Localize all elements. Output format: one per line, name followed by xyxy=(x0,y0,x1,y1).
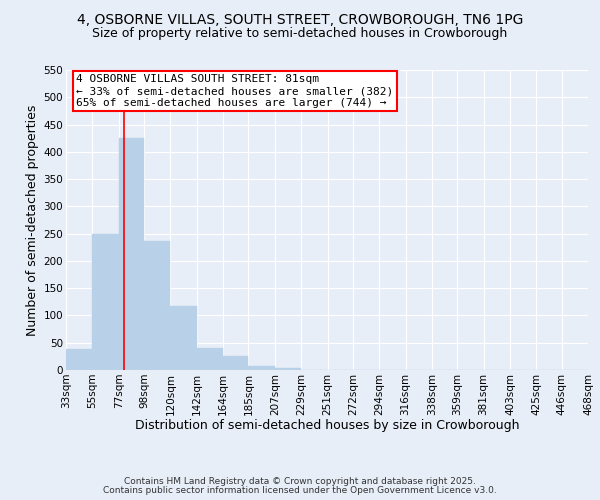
Bar xyxy=(66,350,92,370)
Bar xyxy=(144,240,170,370)
Bar xyxy=(275,368,301,370)
Bar xyxy=(170,306,197,370)
Bar xyxy=(197,348,223,370)
Text: Size of property relative to semi-detached houses in Crowborough: Size of property relative to semi-detach… xyxy=(92,28,508,40)
Bar xyxy=(223,356,248,370)
Bar xyxy=(119,138,144,370)
Text: 4, OSBORNE VILLAS, SOUTH STREET, CROWBOROUGH, TN6 1PG: 4, OSBORNE VILLAS, SOUTH STREET, CROWBOR… xyxy=(77,12,523,26)
Bar xyxy=(92,234,119,370)
Text: Contains HM Land Registry data © Crown copyright and database right 2025.: Contains HM Land Registry data © Crown c… xyxy=(124,477,476,486)
X-axis label: Distribution of semi-detached houses by size in Crowborough: Distribution of semi-detached houses by … xyxy=(135,419,519,432)
Y-axis label: Number of semi-detached properties: Number of semi-detached properties xyxy=(26,104,40,336)
Bar xyxy=(248,366,275,370)
Text: Contains public sector information licensed under the Open Government Licence v3: Contains public sector information licen… xyxy=(103,486,497,495)
Text: 4 OSBORNE VILLAS SOUTH STREET: 81sqm
← 33% of semi-detached houses are smaller (: 4 OSBORNE VILLAS SOUTH STREET: 81sqm ← 3… xyxy=(76,74,394,108)
